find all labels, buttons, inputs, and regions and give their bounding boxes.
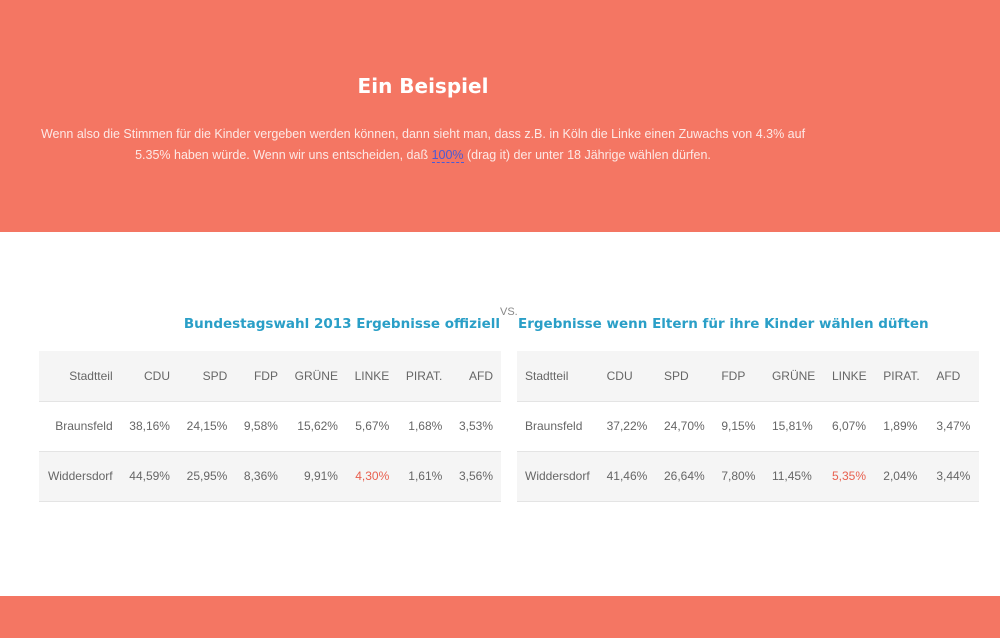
column-header: SPD — [655, 351, 714, 402]
table-cell: 44,59% — [120, 451, 178, 502]
column-header: SPD — [177, 351, 236, 402]
table-header-row: Stadtteil CDU SPD FDP GRÜNE LINKE PIRAT.… — [517, 351, 979, 402]
table-cell: 15,62% — [285, 401, 346, 452]
table-row: Braunsfeld 37,22% 24,70% 9,15% 15,81% 6,… — [517, 401, 979, 452]
table-cell: 9,58% — [235, 401, 286, 452]
hero-title: Ein Beispiel — [357, 74, 489, 98]
table-cell: 5,67% — [345, 401, 398, 452]
parent-vote-results-table: Stadtteil CDU SPD FDP GRÜNE LINKE PIRAT.… — [517, 351, 979, 502]
table-cell: 1,68% — [397, 401, 451, 452]
table-cell: Widdersdorf — [39, 451, 121, 502]
table-cell: 3,56% — [450, 451, 501, 502]
table-cell: 3,47% — [928, 401, 979, 452]
table-cell: Braunsfeld — [517, 401, 599, 452]
highlighted-cell: 5,35% — [823, 451, 876, 502]
highlighted-cell: 4,30% — [345, 451, 398, 502]
table-cell: 11,45% — [763, 451, 824, 502]
table-cell: 26,64% — [655, 451, 714, 502]
table-cell: 9,15% — [713, 401, 764, 452]
table-cell: 6,07% — [823, 401, 876, 452]
hero-text-before: Wenn also die Stimmen für die Kinder ver… — [40, 127, 806, 162]
table-cell: 15,81% — [763, 401, 824, 452]
column-header: GRÜNE — [285, 351, 346, 402]
vs-label: VS. — [500, 306, 518, 318]
table-cell: 25,95% — [177, 451, 236, 502]
table-cell: Braunsfeld — [39, 401, 121, 452]
column-header: FDP — [235, 351, 286, 402]
table-cell: 24,70% — [655, 401, 714, 452]
table-cell: 1,61% — [397, 451, 451, 502]
column-header: GRÜNE — [763, 351, 824, 402]
table-cell: 1,89% — [875, 401, 929, 452]
column-header: CDU — [120, 351, 178, 402]
percentage-drag-value[interactable]: 100% — [431, 148, 464, 163]
table-cell: 2,04% — [875, 451, 929, 502]
hero-description: Wenn also die Stimmen für die Kinder ver… — [40, 124, 806, 166]
column-header: CDU — [598, 351, 656, 402]
hero-text-after: (drag it) der unter 18 Jährige wählen dü… — [463, 148, 711, 162]
table-cell: 8,36% — [235, 451, 286, 502]
column-header: PIRAT. — [397, 351, 451, 402]
column-header: Stadtteil — [517, 351, 599, 402]
official-results-table: Stadtteil CDU SPD FDP GRÜNE LINKE PIRAT.… — [39, 351, 501, 502]
table-cell: 24,15% — [177, 401, 236, 452]
table-row: Widdersdorf 41,46% 26,64% 7,80% 11,45% 5… — [517, 451, 979, 502]
table-cell: 3,44% — [928, 451, 979, 502]
official-results-title: Bundestagswahl 2013 Ergebnisse offiziell — [183, 316, 500, 332]
column-header: PIRAT. — [875, 351, 929, 402]
table-row: Braunsfeld 38,16% 24,15% 9,58% 15,62% 5,… — [39, 401, 501, 452]
parent-vote-results-title: Ergebnisse wenn Eltern für ihre Kinder w… — [518, 316, 929, 332]
table-cell: 38,16% — [120, 401, 178, 452]
footer-band — [0, 596, 1000, 638]
table-header-row: Stadtteil CDU SPD FDP GRÜNE LINKE PIRAT.… — [39, 351, 501, 402]
table-cell: 41,46% — [598, 451, 656, 502]
column-header: AFD — [450, 351, 501, 402]
hero-section: Ein Beispiel Wenn also die Stimmen für d… — [0, 0, 1000, 232]
column-header: AFD — [928, 351, 979, 402]
column-header: LINKE — [823, 351, 876, 402]
column-header: Stadtteil — [39, 351, 121, 402]
table-cell: Widdersdorf — [517, 451, 599, 502]
column-header: FDP — [713, 351, 764, 402]
table-cell: 9,91% — [285, 451, 346, 502]
column-header: LINKE — [345, 351, 398, 402]
table-row: Widdersdorf 44,59% 25,95% 8,36% 9,91% 4,… — [39, 451, 501, 502]
table-cell: 7,80% — [713, 451, 764, 502]
table-cell: 37,22% — [598, 401, 656, 452]
table-cell: 3,53% — [450, 401, 501, 452]
